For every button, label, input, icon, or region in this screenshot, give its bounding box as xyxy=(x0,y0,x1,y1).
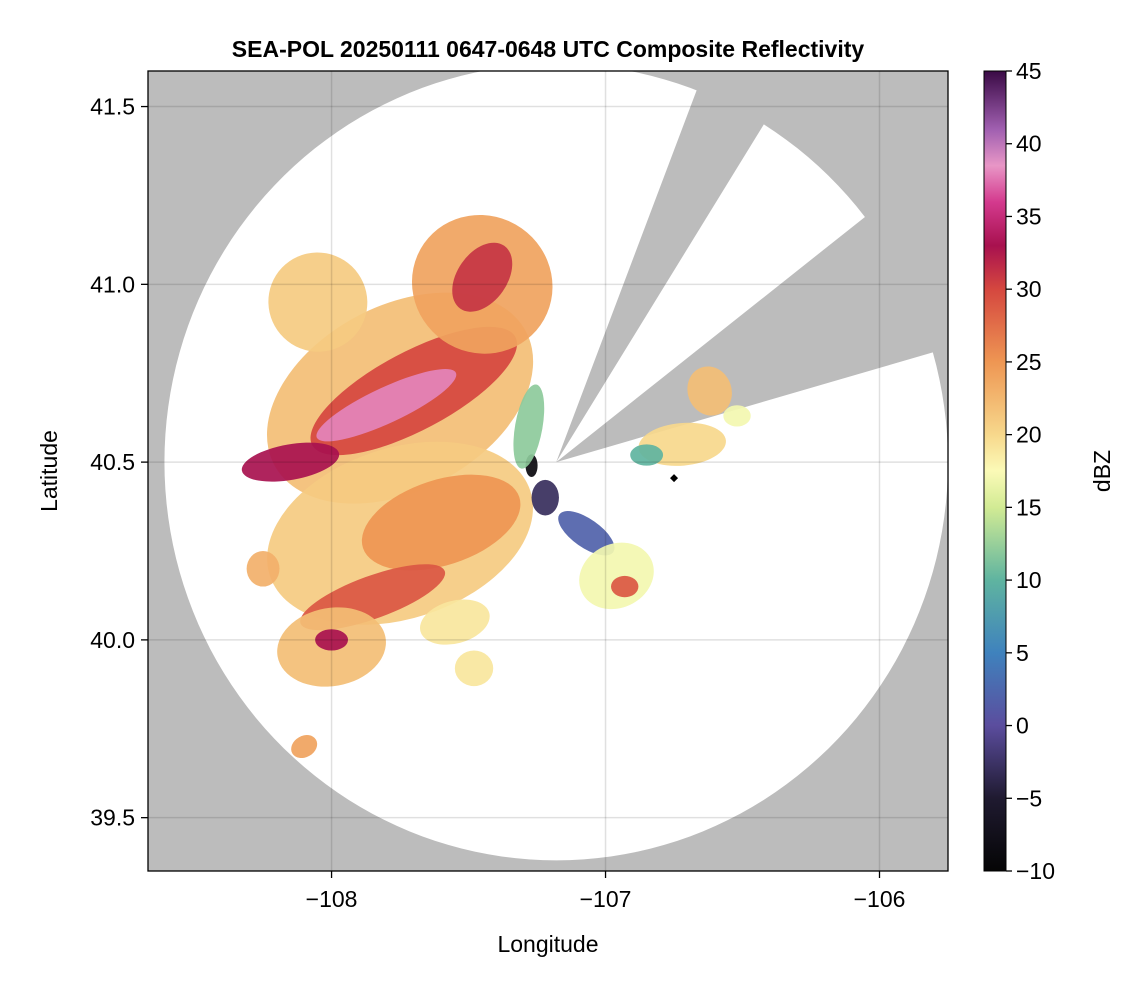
colorbar-label: dBZ xyxy=(1089,450,1115,492)
colorbar-tick-label: 10 xyxy=(1016,567,1042,593)
echo-near-radar-low xyxy=(531,479,559,516)
y-tick-label: 40.5 xyxy=(90,449,135,475)
colorbar-tick-label: 40 xyxy=(1016,131,1042,157)
colorbar-tick-label: 0 xyxy=(1016,713,1029,739)
colorbar-tick-label: 35 xyxy=(1016,203,1042,229)
echo-south-west-lobe-core xyxy=(315,629,348,651)
y-tick-label: 41.0 xyxy=(90,271,135,297)
y-tick-label: 39.5 xyxy=(90,805,135,831)
echo-south-small-cell xyxy=(454,650,494,687)
echo-east-small-cell xyxy=(723,405,751,427)
x-axis-label: Longitude xyxy=(497,931,598,957)
x-tick-label: −107 xyxy=(580,886,632,912)
chart-title: SEA-POL 20250111 0647-0648 UTC Composite… xyxy=(232,36,865,62)
echo-southeast-cell-core xyxy=(611,575,639,598)
grid-lines xyxy=(148,71,948,871)
y-axis-ticks: 39.5 40.0 40.5 41.0 41.5 xyxy=(90,94,148,831)
echo-south-center-cell xyxy=(420,599,490,645)
echo-far-southwest-cell xyxy=(291,735,318,759)
colorbar-tick-label: 20 xyxy=(1016,422,1042,448)
reflectivity-echoes xyxy=(241,214,751,759)
plot-frame xyxy=(147,70,949,872)
y-tick-label: 41.5 xyxy=(90,94,135,120)
echo-northeast-cell xyxy=(687,366,732,416)
x-tick-label: −108 xyxy=(306,886,358,912)
echo-far-west-cell xyxy=(246,551,280,587)
y-axis-label: Latitude xyxy=(36,430,62,512)
colorbar-gradient xyxy=(983,70,1007,872)
echo-north-fingers-core xyxy=(452,242,513,312)
colorbar-tick-label: −5 xyxy=(1016,785,1042,811)
x-axis-ticks: −108 −107 −106 xyxy=(306,871,906,912)
plot-area xyxy=(147,70,949,872)
colorbar-tick-label: 5 xyxy=(1016,640,1029,666)
echo-far-northwest-edge xyxy=(268,252,368,352)
echo-east-cell-edge xyxy=(630,444,664,466)
y-tick-label: 40.0 xyxy=(90,627,135,653)
colorbar-tick-label: 25 xyxy=(1016,349,1042,375)
echo-southeast-tail xyxy=(558,511,615,556)
echo-southwest-field-inner xyxy=(361,474,521,571)
x-tick-label: −106 xyxy=(854,886,906,912)
radar-location-marker xyxy=(670,474,679,483)
colorbar-tick-label: −10 xyxy=(1016,858,1055,884)
echo-near-radar-ring xyxy=(513,384,545,469)
colorbar: −10 −5 0 5 10 15 20 25 30 35 40 45 dBZ xyxy=(983,58,1115,884)
echo-west-core xyxy=(241,442,340,482)
colorbar-tick-label: 45 xyxy=(1016,58,1042,84)
colorbar-ticks: −10 −5 0 5 10 15 20 25 30 35 40 45 xyxy=(1006,58,1055,884)
colorbar-tick-label: 30 xyxy=(1016,276,1042,302)
colorbar-tick-label: 15 xyxy=(1016,494,1042,520)
echo-northwest-band-peak xyxy=(316,369,457,442)
